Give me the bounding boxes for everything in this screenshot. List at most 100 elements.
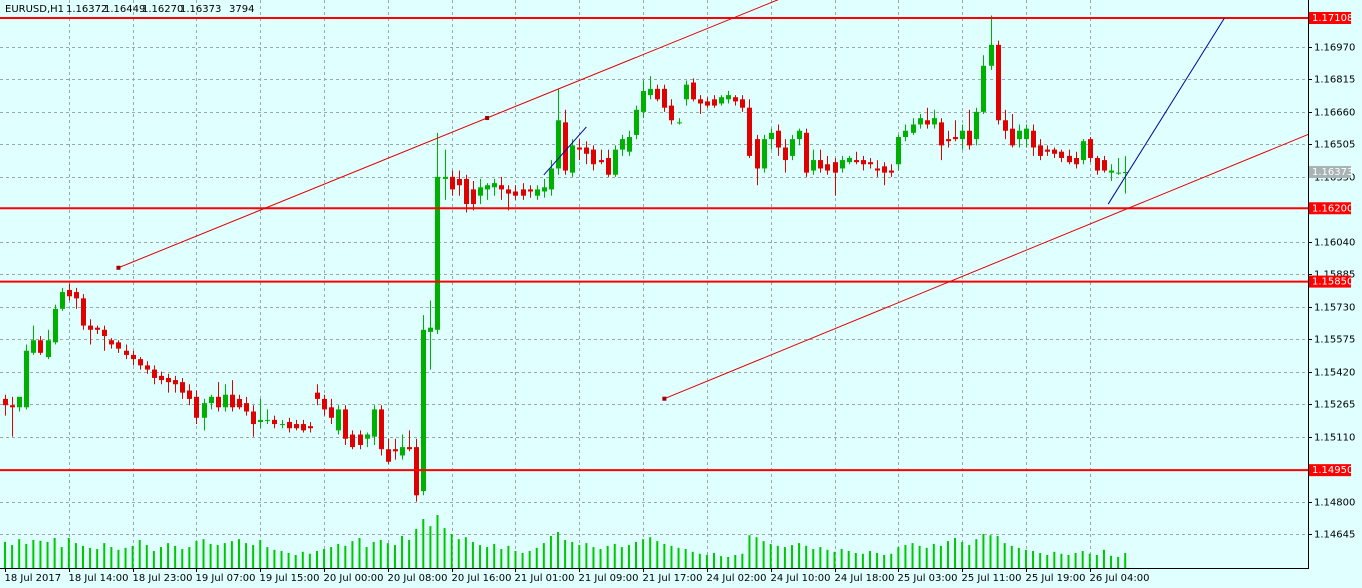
- x-tick-label: 20 Jul 00:00: [324, 573, 384, 584]
- volume-bar: [230, 541, 233, 568]
- candle-body: [272, 419, 277, 425]
- volume-bar: [840, 549, 843, 568]
- candle-body: [435, 176, 440, 330]
- candle-body: [542, 187, 547, 192]
- volume-bar: [500, 549, 503, 568]
- candle-body: [783, 147, 788, 161]
- candle-body: [294, 424, 299, 429]
- candle-body: [88, 325, 93, 330]
- volume-bar: [1046, 554, 1049, 568]
- volume-bar: [25, 543, 28, 568]
- volume-bar: [195, 541, 198, 568]
- candle-body: [450, 176, 455, 190]
- y-tick-label: 1.16660: [1314, 108, 1355, 119]
- candle-body: [159, 375, 164, 381]
- candle-body: [1074, 157, 1079, 165]
- candle-body: [315, 392, 320, 399]
- candle-body: [946, 139, 951, 142]
- volume-bar: [982, 534, 985, 568]
- volume-bar: [571, 541, 574, 568]
- candle-body: [336, 409, 341, 431]
- volume-bar: [790, 545, 793, 568]
- volume-bar: [819, 547, 822, 568]
- candle-body: [726, 95, 731, 100]
- volume-bar: [1060, 553, 1063, 568]
- candle-body: [365, 434, 370, 439]
- candle-body: [187, 390, 192, 399]
- candle-body: [393, 449, 398, 452]
- trendline-anchor: [116, 265, 121, 270]
- volume-bar: [287, 552, 290, 568]
- volume-bar: [847, 551, 850, 568]
- candle-body: [116, 342, 121, 349]
- object-layer: [0, 0, 1308, 472]
- candle-body: [513, 191, 518, 196]
- volume-bar: [684, 549, 687, 568]
- x-tick-label: 19 Jul 07:00: [196, 573, 256, 584]
- y-tick-label: 1.14800: [1314, 498, 1355, 509]
- trendline: [1107, 17, 1225, 205]
- candle-body: [903, 130, 908, 138]
- candle-body: [258, 419, 263, 422]
- candle-body: [38, 340, 43, 353]
- volume-bar: [46, 541, 49, 568]
- volume-bar: [273, 549, 276, 568]
- candle-body: [3, 398, 8, 406]
- candle-body: [733, 97, 738, 102]
- candle-body: [31, 340, 36, 353]
- volume-bar: [486, 547, 489, 568]
- volume-bar: [464, 537, 467, 568]
- volume-bar: [1124, 553, 1127, 568]
- volume-bar: [578, 545, 581, 568]
- candle-body: [464, 178, 469, 205]
- candle-body: [570, 145, 575, 173]
- candle-body: [577, 147, 582, 150]
- candle-body: [230, 394, 235, 408]
- volume-bar: [131, 545, 134, 568]
- volume-bar: [996, 536, 999, 568]
- candle-body: [1038, 145, 1043, 156]
- volume-bar: [216, 545, 219, 568]
- candle-body: [138, 359, 143, 366]
- volume-bar: [507, 545, 510, 568]
- volume-bar: [975, 539, 978, 568]
- volume-bar: [656, 541, 659, 568]
- candle-body: [237, 398, 242, 408]
- volume-bar: [549, 536, 552, 568]
- volume-bar: [103, 543, 106, 568]
- candle-body: [109, 340, 114, 345]
- x-tick-label: 20 Jul 08:00: [388, 573, 448, 584]
- volume-bar: [294, 554, 297, 568]
- candle-body: [223, 394, 228, 408]
- volume-bar: [1010, 545, 1013, 568]
- volume-bar: [365, 547, 368, 568]
- candle-body: [1116, 172, 1121, 174]
- candle-layer: [3, 15, 1128, 502]
- candle-body: [925, 120, 930, 125]
- price-label: 1.17108: [1312, 13, 1353, 24]
- volume-bar: [245, 543, 248, 568]
- y-tick-label: 1.16970: [1314, 43, 1355, 54]
- candle-body: [847, 157, 852, 163]
- volume-bar: [1117, 556, 1120, 568]
- volume-bar: [918, 545, 921, 568]
- volume-bar: [372, 541, 375, 568]
- volume-bar: [691, 551, 694, 568]
- volume-bar: [11, 545, 14, 568]
- volume-bar: [826, 549, 829, 568]
- grid: [0, 0, 1308, 568]
- candle-body: [584, 147, 589, 154]
- volume-bar: [422, 519, 425, 568]
- y-tick-label: 1.15265: [1314, 400, 1355, 411]
- volume-bar: [876, 552, 879, 568]
- volume-bar: [330, 547, 333, 568]
- symbol: EURUSD,H1: [5, 4, 64, 15]
- label-layer: 1.169701.168151.166601.165051.163501.160…: [5, 4, 1356, 584]
- candle-body: [53, 308, 58, 343]
- candle-body: [17, 396, 22, 408]
- volume-bar: [762, 541, 765, 568]
- x-tick-label: 19 Jul 15:00: [260, 573, 320, 584]
- volume-bar: [53, 537, 56, 568]
- candle-body: [1088, 139, 1093, 158]
- bid-label: 1.16373: [1312, 167, 1353, 178]
